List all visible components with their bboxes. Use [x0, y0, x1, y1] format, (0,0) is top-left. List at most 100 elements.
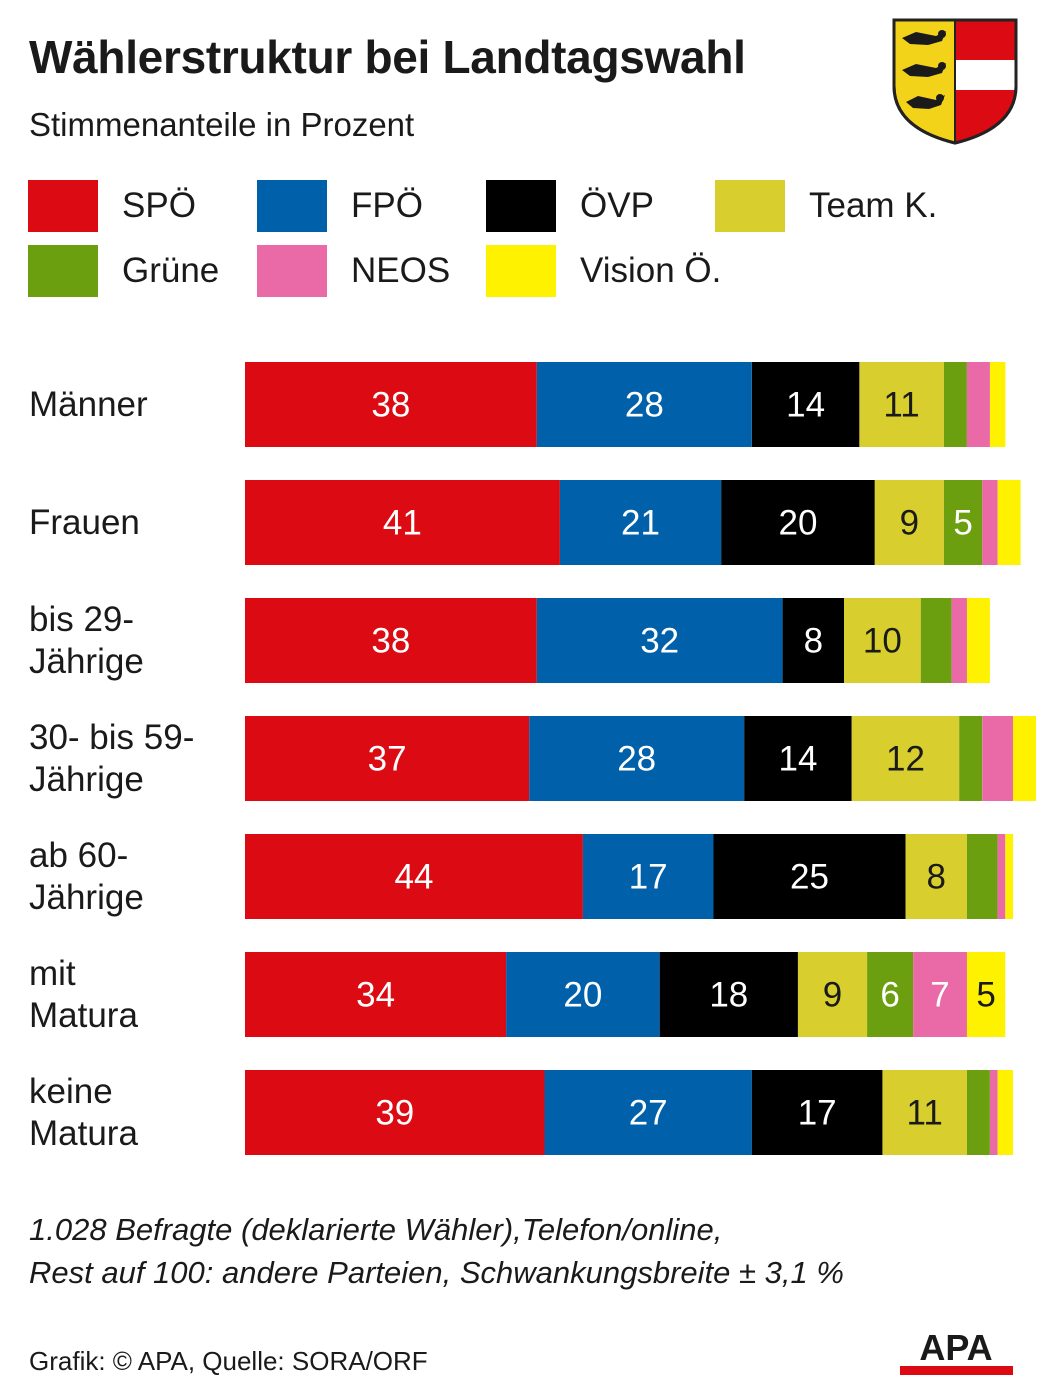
bar-segment [982, 480, 998, 565]
data-label: 12 [886, 740, 925, 779]
bar-segment [245, 716, 530, 801]
data-label: 9 [823, 976, 842, 1015]
row-label-line: Jährige [29, 759, 144, 799]
row-label: bis 29- Jährige [29, 599, 144, 683]
apa-logo-text: APA [919, 1327, 992, 1368]
bar-segment [744, 716, 852, 801]
bar-segment [966, 1070, 990, 1155]
bar-segment [782, 598, 844, 683]
bar-segment [920, 598, 952, 683]
data-label: 37 [368, 740, 407, 779]
data-label: 17 [798, 1094, 837, 1133]
data-label: 5 [953, 504, 972, 543]
bar-segment [943, 480, 983, 565]
chart-title: Wählerstruktur bei Landtagswahl [29, 31, 746, 83]
row-label-line: ab 60- [29, 835, 129, 875]
data-label: 5 [976, 976, 995, 1015]
carinthia-coat-of-arms [892, 18, 1018, 145]
footnote-line-2: Rest auf 100: andere Parteien, Schwankun… [29, 1255, 844, 1290]
bar-segment [959, 716, 983, 801]
data-label: 11 [907, 1094, 943, 1133]
bar-segment [721, 480, 875, 565]
bar-segment [544, 1070, 752, 1155]
row-label: mit Matura [29, 953, 138, 1037]
legend-item-fpoe: FPÖ [257, 180, 423, 232]
row-label-line: Männer [29, 384, 148, 424]
row-label-line: bis 29- [29, 599, 135, 639]
data-label: 25 [790, 858, 829, 897]
bar-segment [913, 952, 967, 1037]
bar-segment [851, 716, 960, 801]
legend-swatch-oevp [486, 180, 556, 232]
bar-segment [751, 362, 860, 447]
bar-segment [859, 362, 944, 447]
data-label: 11 [883, 386, 919, 425]
legend-label-oevp: ÖVP [580, 186, 654, 225]
row-label: ab 60- Jährige [29, 835, 144, 919]
bar-segment [982, 716, 1013, 801]
data-label: 39 [375, 1094, 414, 1133]
legend-label-team-k: Team K. [809, 186, 938, 225]
data-label: 41 [383, 504, 422, 543]
data-label: 8 [926, 858, 945, 897]
bar-segment [874, 480, 944, 565]
bar-segment [966, 834, 998, 919]
data-label: 8 [804, 622, 823, 661]
row-label-line: Jährige [29, 641, 144, 681]
bar-segment [966, 952, 1006, 1037]
source-credit: Grafik: © APA, Quelle: SORA/ORF [29, 1346, 428, 1376]
legend-item-neos: NEOS [257, 245, 450, 297]
row-label: Frauen [29, 502, 140, 544]
bar-segment [990, 1070, 998, 1155]
bar-segment [582, 834, 714, 919]
bar-segment [867, 952, 914, 1037]
data-label: 14 [786, 386, 825, 425]
legend-swatch-neos [257, 245, 327, 297]
legend-swatch-spoe [28, 180, 98, 232]
data-label: 32 [640, 622, 679, 661]
data-label: 28 [617, 740, 656, 779]
bar-segment [536, 598, 783, 683]
bar-segment [245, 952, 507, 1037]
legend-item-vision-oe: Vision Ö. [486, 245, 721, 297]
bar-segment [751, 1070, 883, 1155]
row-label-line: Jährige [29, 877, 144, 917]
row-label-line: mit [29, 953, 76, 993]
legend-label-vision-oe: Vision Ö. [580, 251, 722, 290]
legend-item-oevp: ÖVP [486, 180, 654, 232]
data-label: 20 [563, 976, 602, 1015]
bar-segment [245, 598, 537, 683]
bar-segment [1005, 834, 1013, 919]
bar-segment [966, 362, 990, 447]
bar-segment [659, 952, 798, 1037]
bar-segment [245, 480, 560, 565]
bar-segment [506, 952, 660, 1037]
data-label: 38 [371, 386, 410, 425]
bar-segment [943, 362, 967, 447]
data-label: 44 [395, 858, 434, 897]
legend-swatch-vision-oe [486, 245, 556, 297]
footnote: 1.028 Befragte (deklarierte Wähler),Tele… [29, 1208, 844, 1294]
legend-label-spoe: SPÖ [122, 186, 196, 225]
bar-segment [713, 834, 906, 919]
data-label: 34 [356, 976, 395, 1015]
chart-subtitle: Stimmenanteile in Prozent [29, 106, 415, 143]
legend-label-neos: NEOS [351, 251, 451, 290]
legend-swatch-gruene [28, 245, 98, 297]
bar-segment [990, 362, 1006, 447]
data-label: 38 [371, 622, 410, 661]
data-label: 6 [880, 976, 899, 1015]
row-label-line: Frauen [29, 502, 140, 542]
bar-segment [1013, 716, 1036, 801]
row-label-line: Matura [29, 995, 138, 1035]
bar-segment [245, 362, 537, 447]
data-label: 18 [709, 976, 748, 1015]
bar-segment [966, 598, 990, 683]
legend-item-spoe: SPÖ [28, 180, 196, 232]
data-label: 9 [900, 504, 919, 543]
data-label: 10 [863, 622, 902, 661]
bar-segment [844, 598, 921, 683]
legend-swatch-fpoe [257, 180, 327, 232]
legend-swatch-team-k [715, 180, 785, 232]
